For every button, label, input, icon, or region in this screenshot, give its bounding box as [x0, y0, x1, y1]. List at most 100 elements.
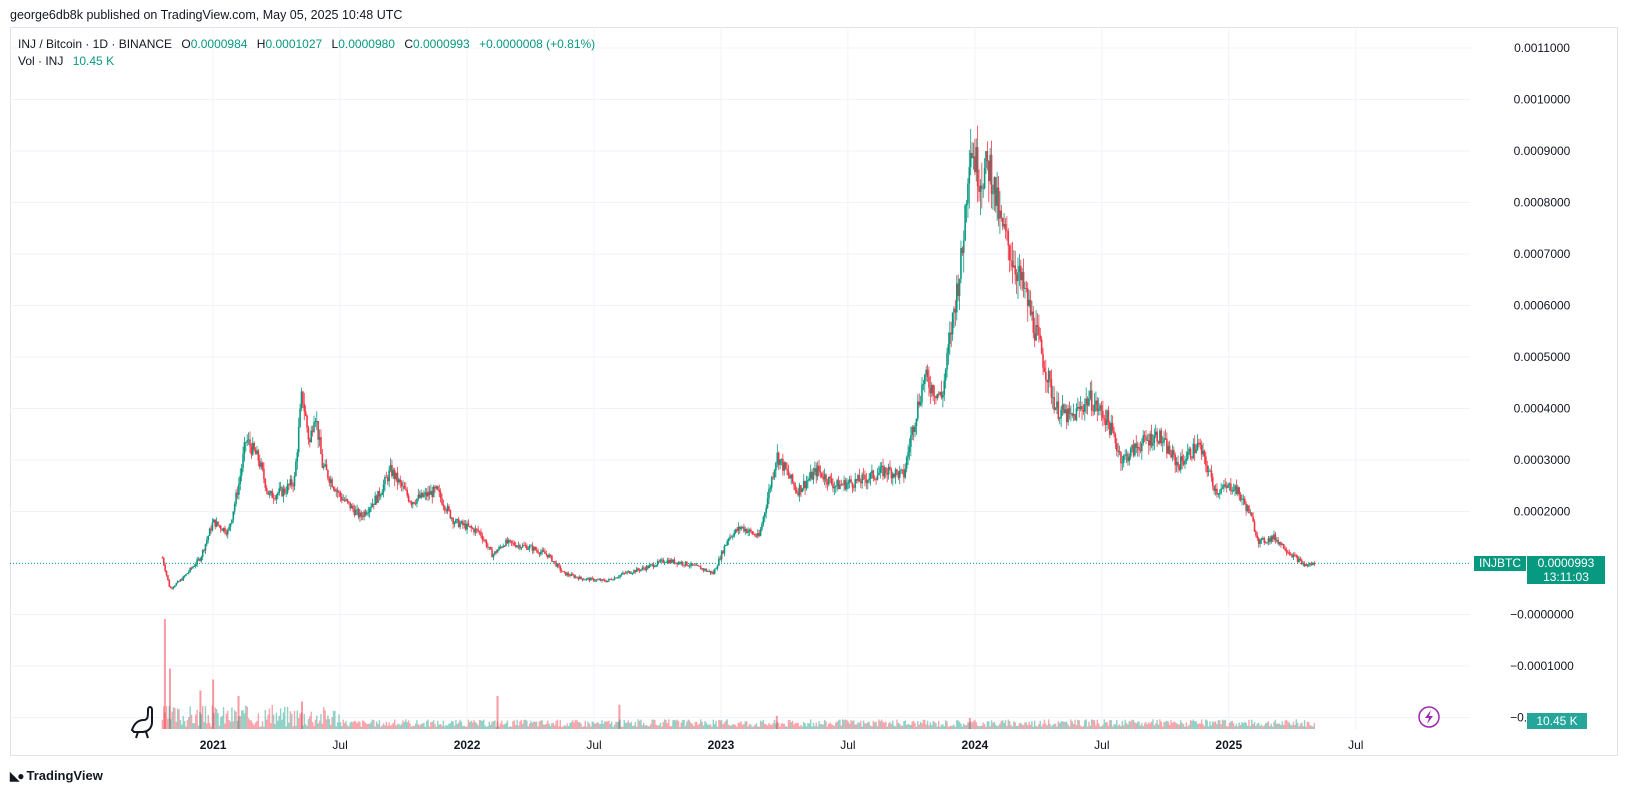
volume-bar	[246, 706, 248, 729]
candle-body	[676, 562, 678, 565]
chart-frame[interactable]	[10, 27, 1618, 756]
tradingview-logo[interactable]: ◣● TradingView	[10, 768, 103, 783]
volume-bar	[1042, 723, 1044, 729]
candle-body	[567, 573, 570, 576]
candle-body	[1114, 434, 1117, 444]
volume-bar	[680, 722, 683, 729]
volume-bar	[1046, 725, 1048, 729]
volume-bar	[622, 726, 624, 729]
volume-bar	[803, 722, 805, 729]
time-tick-label: 2022	[454, 738, 481, 752]
volume-bar	[310, 711, 312, 729]
volume-bar	[555, 721, 557, 729]
volume-bar	[889, 721, 891, 729]
candle-body	[1056, 401, 1058, 409]
volume-bar	[675, 720, 677, 729]
volume-bar	[165, 705, 168, 729]
volume-label[interactable]: Vol · INJ	[18, 54, 64, 68]
candle-body	[398, 479, 400, 483]
volume-bar	[1050, 726, 1053, 729]
candle-body	[1280, 542, 1282, 546]
candle-body	[306, 415, 308, 428]
candle-body	[1298, 558, 1300, 562]
volume-bar	[355, 721, 357, 729]
volume-bar	[1277, 723, 1279, 729]
candle-body	[382, 484, 385, 493]
volume-bar	[1217, 720, 1220, 729]
time-tick-label: Jul	[332, 738, 347, 752]
volume-bar	[548, 723, 550, 729]
volume-bar	[430, 722, 432, 729]
candle-body	[731, 536, 734, 538]
candle-body	[1306, 564, 1309, 566]
volume-bar	[592, 722, 595, 729]
volume-bar	[239, 716, 241, 729]
candle-body	[531, 545, 534, 551]
candle-body	[1099, 405, 1101, 409]
candle-body	[229, 523, 232, 527]
candle-body	[239, 475, 242, 484]
volume-bar	[542, 724, 545, 729]
candle-body	[751, 531, 754, 534]
candle-body	[930, 385, 933, 394]
candle-body	[513, 542, 516, 546]
candle-body	[627, 571, 630, 573]
volume-bar	[398, 723, 400, 729]
candle-body	[1218, 492, 1221, 494]
chart-legend: INJ / Bitcoin · 1D · BINANCE O0.0000984 …	[18, 36, 595, 70]
volume-bar	[840, 725, 843, 729]
volume-bar	[192, 723, 194, 729]
volume-bar	[1079, 725, 1082, 729]
candle-body	[226, 529, 229, 535]
volume-bar	[1241, 722, 1243, 729]
volume-bar	[917, 721, 919, 729]
replay-icon[interactable]	[1418, 706, 1440, 728]
volume-bar	[624, 722, 627, 729]
candle-body	[1039, 335, 1042, 340]
volume-bar	[826, 726, 829, 729]
volume-bar	[996, 726, 998, 729]
candle-body	[840, 484, 843, 486]
volume-bar	[663, 719, 666, 729]
candle-body	[217, 521, 219, 526]
volume-bar	[1260, 724, 1263, 729]
volume-bar	[1223, 720, 1225, 729]
volume-bar	[1227, 726, 1229, 729]
candle-body	[427, 491, 429, 497]
volume-bar	[487, 726, 489, 729]
candle-body	[808, 478, 811, 481]
candle-body	[304, 411, 307, 416]
volume-bar	[783, 723, 785, 729]
volume-bar	[558, 726, 560, 729]
volume-bar	[1134, 722, 1136, 729]
volume-bar	[243, 713, 246, 729]
volume-bar	[505, 723, 507, 729]
volume-bar	[786, 726, 788, 729]
candle-body	[1253, 521, 1256, 532]
volume-bar	[880, 719, 883, 729]
candle-body	[861, 474, 863, 484]
volume-bar	[759, 720, 762, 729]
volume-bar	[203, 721, 205, 729]
candle-body	[488, 547, 491, 548]
candle-body	[570, 574, 573, 577]
candle-body	[836, 480, 838, 486]
candle-body	[292, 485, 294, 487]
volume-bar	[339, 722, 342, 729]
candle-body	[434, 486, 436, 489]
volume-bar	[1163, 722, 1165, 729]
volume-bar	[313, 725, 315, 729]
candle-body	[1121, 462, 1124, 464]
candle-body	[1166, 438, 1168, 454]
candle-body	[573, 575, 575, 578]
candle-body	[766, 498, 769, 508]
candle-body	[869, 473, 872, 479]
candle-body	[848, 479, 851, 482]
symbol-label[interactable]: INJ / Bitcoin · 1D · BINANCE	[18, 37, 173, 51]
candle-body	[250, 446, 253, 455]
volume-bar	[911, 721, 913, 729]
candle-body	[637, 568, 639, 570]
volume-bar	[1072, 723, 1075, 729]
candle-body	[403, 485, 406, 489]
